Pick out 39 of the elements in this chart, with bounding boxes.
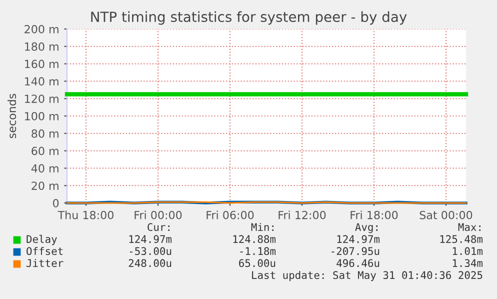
y-tick-label: 0 <box>53 198 59 208</box>
y-tick-label: 160 m <box>25 60 58 68</box>
text: 125.48m <box>440 235 483 244</box>
y-tick-label: 60 m <box>32 146 58 156</box>
text: -207.95u <box>332 247 380 256</box>
text: 1.01m <box>452 247 483 256</box>
y-tick-label: 120 m <box>25 94 58 103</box>
text: -53.00u <box>130 247 172 256</box>
x-tick-label: Fri 00:00 <box>134 210 182 220</box>
text: 65.00u <box>239 259 276 268</box>
text: 496.46u <box>336 259 380 268</box>
x-tick-label: Thu 18:00 <box>58 210 114 220</box>
y-axis-title: seconds <box>7 94 16 138</box>
text: Max: <box>458 223 480 232</box>
x-tick-label: Sat 00:00 <box>420 210 472 220</box>
text: 248.00u <box>128 259 172 268</box>
chart-title: NTP timing statistics for system peer - by day <box>91 11 407 25</box>
y-tick-label: 140 m <box>25 77 58 86</box>
text: 124.88m <box>233 235 276 244</box>
text: 1.34m <box>452 259 483 268</box>
text: 124.97m <box>337 235 380 244</box>
x-tick-label: Fri 18:00 <box>350 210 398 220</box>
legend-label: Delay <box>26 234 57 246</box>
x-tick-label: Fri 12:00 <box>278 210 326 220</box>
legend-label: Jitter <box>26 258 64 268</box>
text: Avg: <box>355 223 378 234</box>
y-tick-label: 180 m <box>25 42 58 51</box>
text: 124.97m <box>129 235 172 244</box>
x-tick-label: Fri 06:00 <box>206 210 254 220</box>
legend-label: Offset <box>26 246 63 256</box>
y-tick-label: 80 m <box>32 129 58 138</box>
y-tick-label: 20 m <box>32 182 58 190</box>
y-tick-label: 100 m <box>25 112 58 120</box>
text: -1.18m <box>240 247 276 256</box>
y-tick-label: 40 m <box>31 164 58 173</box>
text: Min: <box>251 222 274 231</box>
y-tick-label: 200 m <box>24 24 58 34</box>
text: Last update: Sat May 31 01:40:36 2025 <box>252 270 482 282</box>
text: Cur: <box>148 223 170 232</box>
